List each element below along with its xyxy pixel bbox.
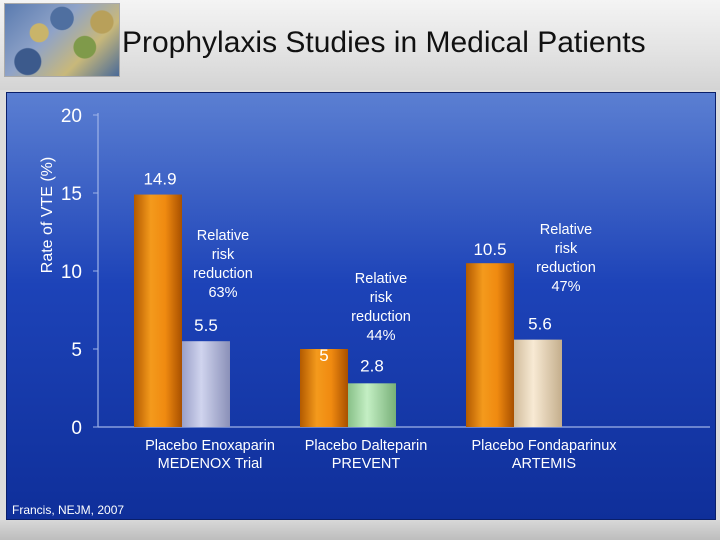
bar-placebo-0 <box>134 194 182 427</box>
bar-value-label: 14.9 <box>143 170 176 189</box>
citation-text: Francis, NEJM, 2007 <box>12 503 124 517</box>
y-tick-label: 20 <box>61 106 82 127</box>
y-tick-label: 0 <box>71 418 82 439</box>
y-axis-label: Rate of VTE (%) <box>39 157 56 273</box>
trial-label: ARTEMIS <box>512 456 576 472</box>
bar-value-label: 2.8 <box>360 356 384 375</box>
category-label: Placebo Dalteparin <box>305 438 428 454</box>
header-logo-image <box>4 3 120 77</box>
relative-risk-reduction-text: 47% <box>551 279 580 295</box>
relative-risk-reduction-text: reduction <box>351 309 411 325</box>
bar-value-label: 5.6 <box>528 315 552 334</box>
relative-risk-reduction-text: reduction <box>536 260 596 276</box>
trial-label: PREVENT <box>332 456 401 472</box>
relative-risk-reduction-text: Relative <box>355 271 407 287</box>
footer-strip <box>0 520 720 540</box>
y-tick-label: 5 <box>71 340 82 361</box>
relative-risk-reduction-text: risk <box>370 290 393 306</box>
relative-risk-reduction-text: reduction <box>193 266 253 282</box>
bar-placebo-2 <box>466 263 514 427</box>
trial-label: MEDENOX Trial <box>158 456 263 472</box>
y-tick-label: 10 <box>61 262 82 283</box>
category-label: Placebo Enoxaparin <box>145 438 275 454</box>
slide-header: Prophylaxis Studies in Medical Patients <box>0 0 720 90</box>
relative-risk-reduction-text: Relative <box>540 222 592 238</box>
bar-value-label: 5 <box>319 346 328 365</box>
bar-value-label: 10.5 <box>473 240 506 259</box>
y-tick-label: 15 <box>61 184 82 205</box>
bar-fondaparinux-2 <box>514 339 562 427</box>
chart-panel <box>6 92 716 520</box>
bar-placebo-1 <box>300 349 348 427</box>
relative-risk-reduction-text: risk <box>555 241 578 257</box>
bar-dalteparin-1 <box>348 383 396 427</box>
relative-risk-reduction-text: risk <box>212 247 235 263</box>
relative-risk-reduction-text: 63% <box>208 285 237 301</box>
relative-risk-reduction-text: Relative <box>197 228 249 244</box>
category-label: Placebo Fondaparinux <box>471 438 617 454</box>
slide-title: Prophylaxis Studies in Medical Patients <box>122 26 646 59</box>
bar-value-label: 5.5 <box>194 316 218 335</box>
bar-enoxaparin-0 <box>182 341 230 427</box>
relative-risk-reduction-text: 44% <box>366 328 395 344</box>
